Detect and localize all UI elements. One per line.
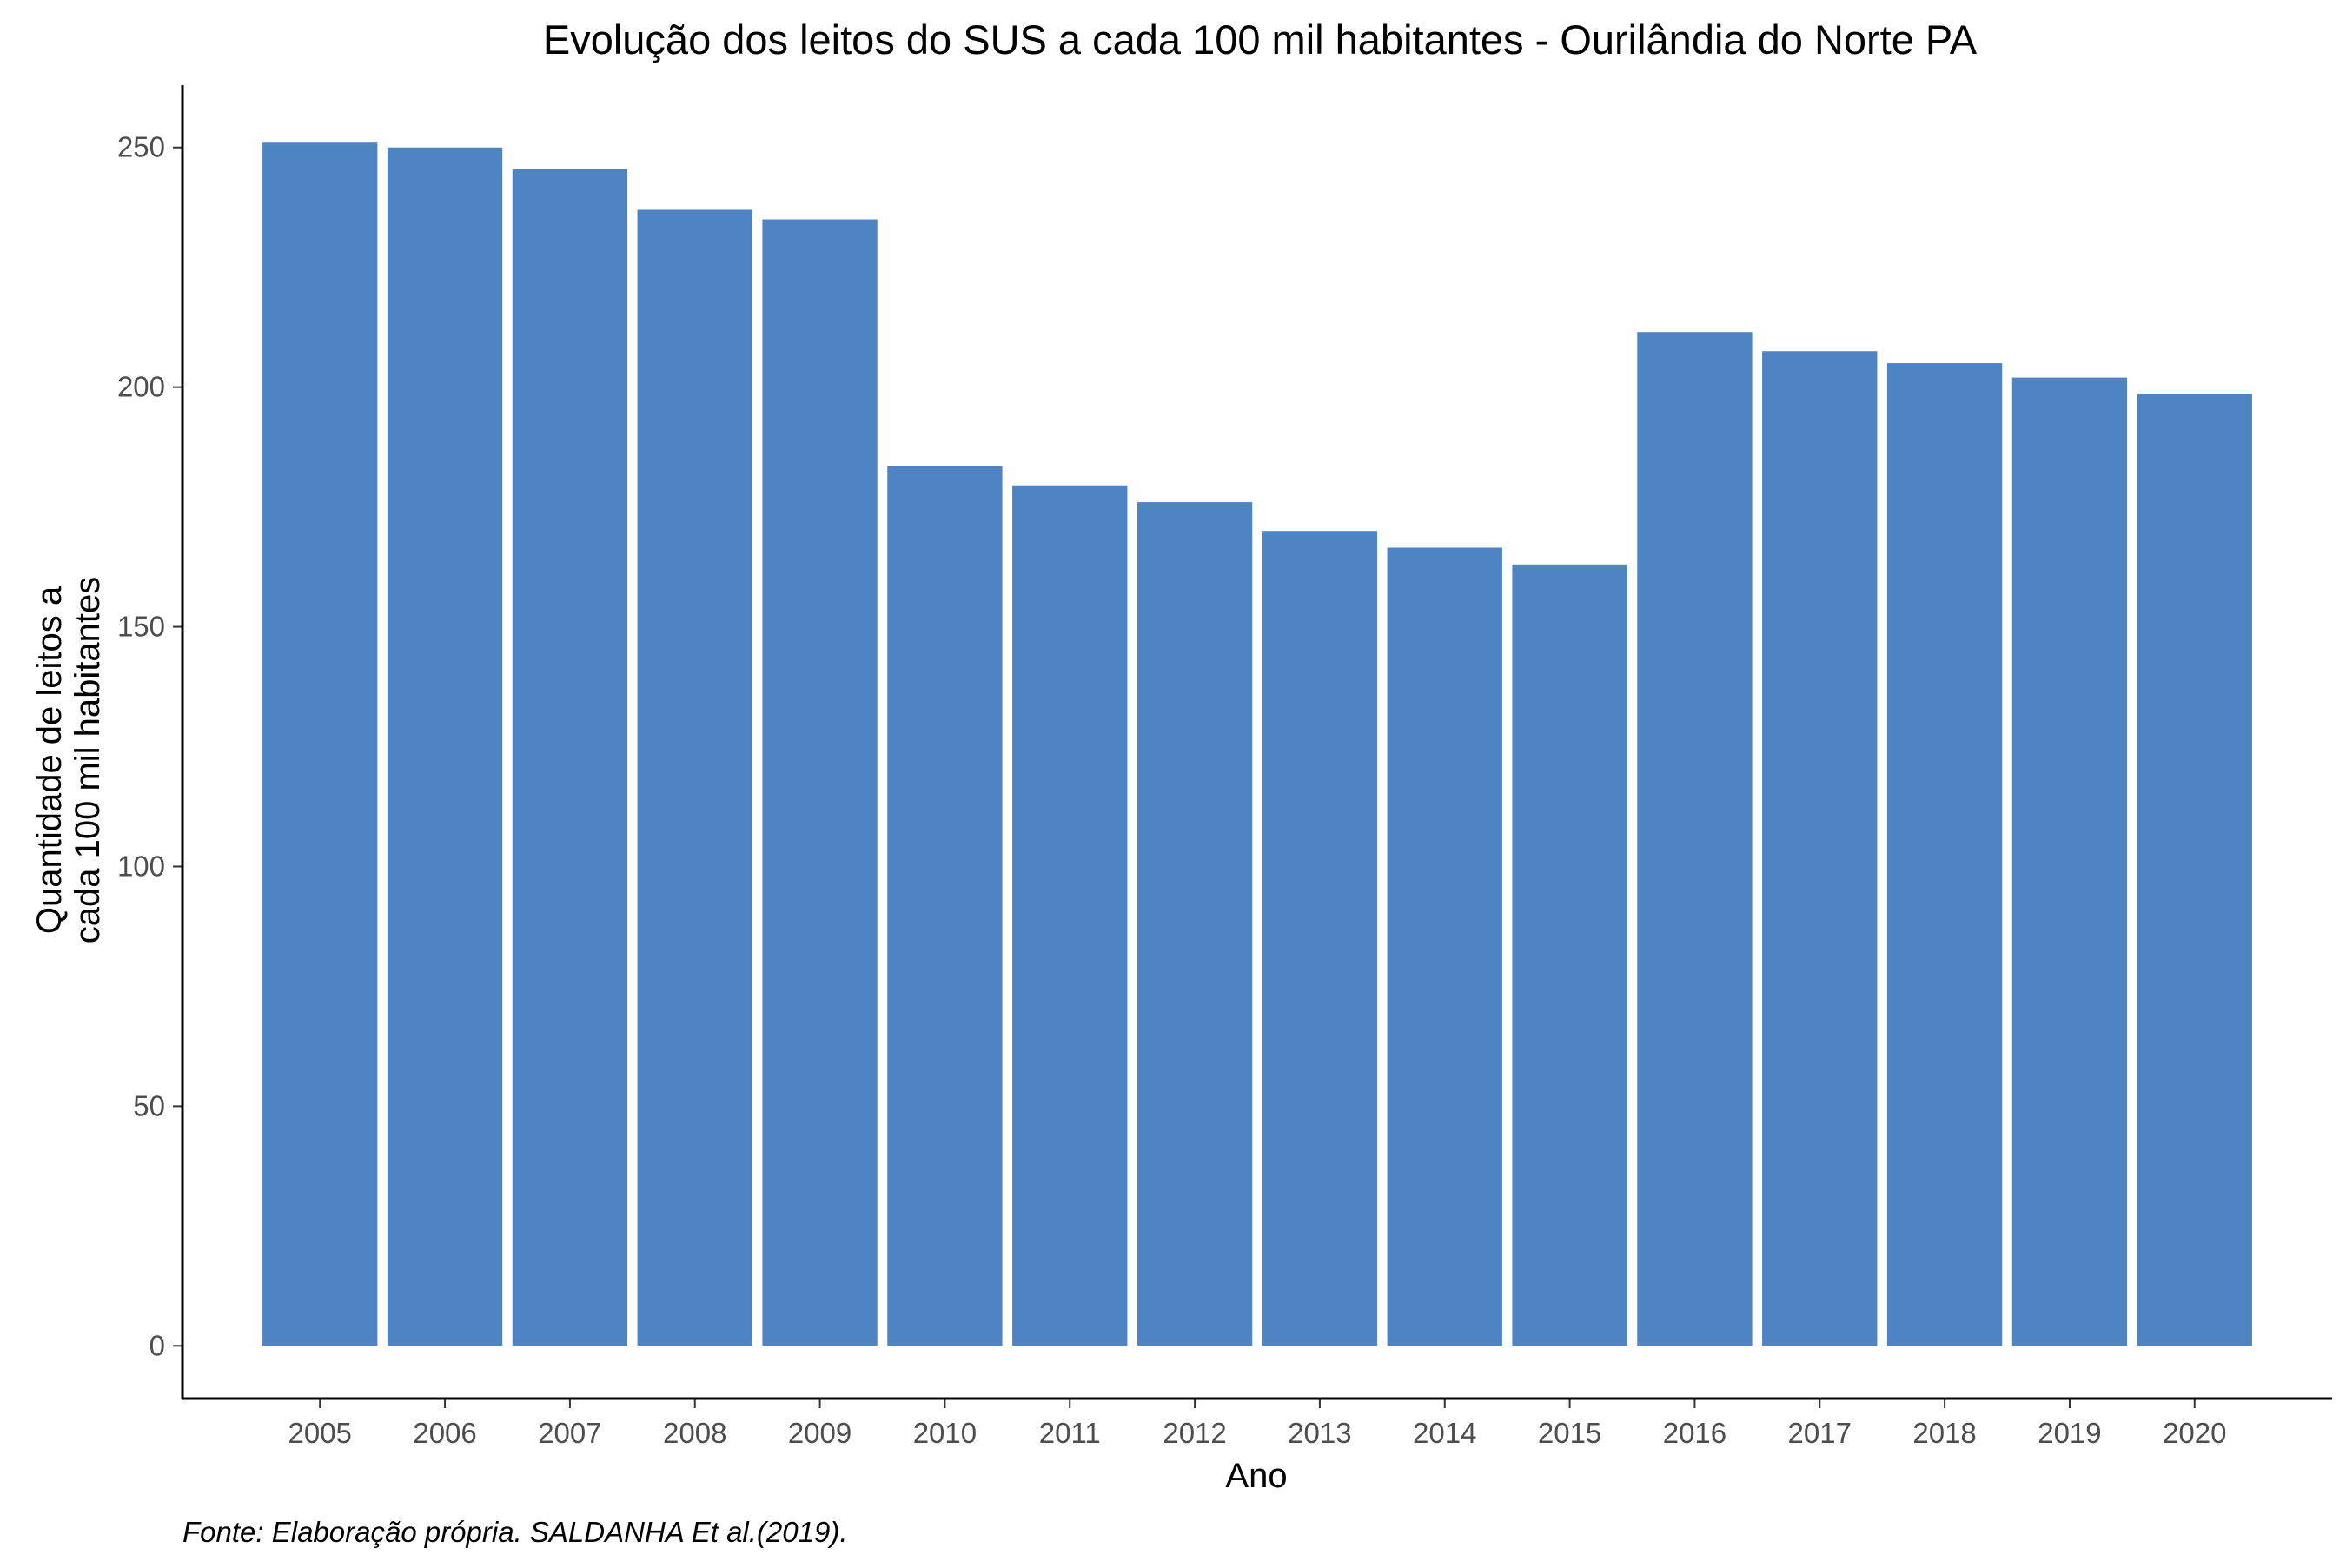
bar-2012 (1137, 502, 1253, 1346)
x-tick-label-2010: 2010 (913, 1417, 977, 1449)
bar-2007 (512, 169, 628, 1346)
y-tick-label-150: 150 (117, 611, 165, 643)
chart-caption: Fonte: Elaboração própria. SALDANHA Et a… (182, 1516, 848, 1548)
bar-2013 (1262, 531, 1378, 1346)
y-axis-title-line-1: Quantidade de leitos a (30, 586, 69, 934)
bar-2014 (1387, 547, 1502, 1346)
x-axis-title: Ano (1225, 1457, 1287, 1495)
x-tick-label-2009: 2009 (788, 1417, 852, 1449)
y-axis-title-line-2: cada 100 mil habitantes (69, 577, 107, 944)
bar-2019 (2011, 377, 2128, 1346)
bar-2008 (637, 209, 752, 1346)
bar-2009 (762, 219, 878, 1346)
x-tick-label-2007: 2007 (538, 1417, 601, 1449)
y-axis-title: Quantidade de leitos a cada 100 mil habi… (30, 577, 107, 944)
x-tick-label-2017: 2017 (1788, 1417, 1852, 1449)
x-tick-label-2006: 2006 (413, 1417, 476, 1449)
y-tick-label-0: 0 (149, 1329, 165, 1361)
x-tick-label-2018: 2018 (1912, 1417, 1976, 1449)
bars-group (262, 142, 2252, 1346)
bar-2015 (1512, 564, 1627, 1346)
bar-2020 (2137, 394, 2252, 1346)
x-tick-label-2008: 2008 (663, 1417, 726, 1449)
bar-2018 (1886, 363, 2003, 1346)
bar-2017 (1762, 351, 1878, 1346)
bar-2016 (1637, 332, 1753, 1346)
x-tick-label-2013: 2013 (1288, 1417, 1351, 1449)
bar-2005 (262, 142, 378, 1346)
x-tick-label-2014: 2014 (1413, 1417, 1476, 1449)
y-tick-label-200: 200 (117, 371, 165, 403)
bar-2010 (887, 466, 1003, 1346)
x-tick-label-2016: 2016 (1663, 1417, 1726, 1449)
x-tick-label-2015: 2015 (1538, 1417, 1601, 1449)
x-tick-label-2019: 2019 (2038, 1417, 2101, 1449)
x-tick-label-2005: 2005 (288, 1417, 352, 1449)
y-tick-label-100: 100 (117, 850, 165, 882)
y-tick-label-250: 250 (117, 131, 165, 163)
x-tick-label-2011: 2011 (1039, 1417, 1101, 1449)
x-tick-label-2020: 2020 (2163, 1417, 2226, 1449)
y-axis-ticks: 0 50 100 150 200 250 (117, 131, 182, 1361)
x-axis-ticks: 2005 2006 2007 2008 2009 2010 2011 2012 2013 2014… (288, 1399, 2226, 1449)
bar-2006 (387, 147, 503, 1346)
bar-2011 (1012, 485, 1128, 1346)
x-tick-label-2012: 2012 (1163, 1417, 1226, 1449)
chart-title: Evolução dos leitos do SUS a cada 100 mi… (543, 17, 1978, 63)
y-tick-label-50: 50 (133, 1089, 165, 1121)
